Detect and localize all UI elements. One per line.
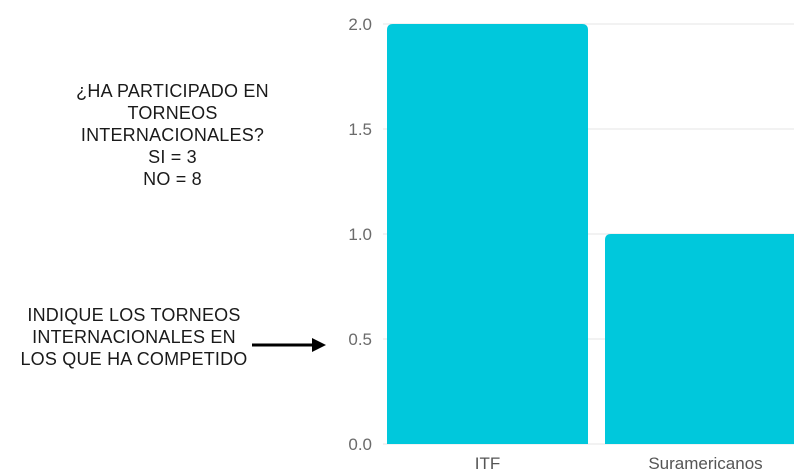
x-category-label: ITF	[475, 454, 501, 473]
question-line: INTERNACIONALES?	[80, 125, 265, 145]
y-tick-label: 1.5	[348, 120, 372, 139]
question-answer-si: SI = 3	[148, 147, 197, 167]
instruction-line: INTERNACIONALES EN	[32, 327, 236, 347]
y-axis-ticks: 0.0 0.5 1.0 1.5 2.0	[348, 15, 372, 454]
question-text: ¿HA PARTICIPADO EN TORNEOS INTERNACIONAL…	[40, 80, 305, 190]
bar-suramericanos	[605, 234, 794, 444]
y-tick-label: 2.0	[348, 15, 372, 34]
y-tick-label: 0.0	[348, 435, 372, 454]
question-line: ¿HA PARTICIPADO EN	[76, 81, 269, 101]
x-category-label: Suramericanos	[648, 454, 762, 473]
bar-itf	[387, 24, 588, 444]
arrow-right-icon	[252, 338, 326, 352]
instruction-line: LOS QUE HA COMPETIDO	[20, 349, 248, 369]
y-tick-label: 0.5	[348, 330, 372, 349]
bar-layer	[387, 24, 794, 444]
instruction-text: INDIQUE LOS TORNEOS INTERNACIONALES EN L…	[0, 304, 268, 370]
question-line: TORNEOS	[127, 103, 218, 123]
x-axis-categories: ITF Suramericanos	[475, 454, 763, 473]
question-answer-no: NO = 8	[143, 169, 202, 189]
instruction-line: INDIQUE LOS TORNEOS	[27, 305, 241, 325]
y-tick-label: 1.0	[348, 225, 372, 244]
